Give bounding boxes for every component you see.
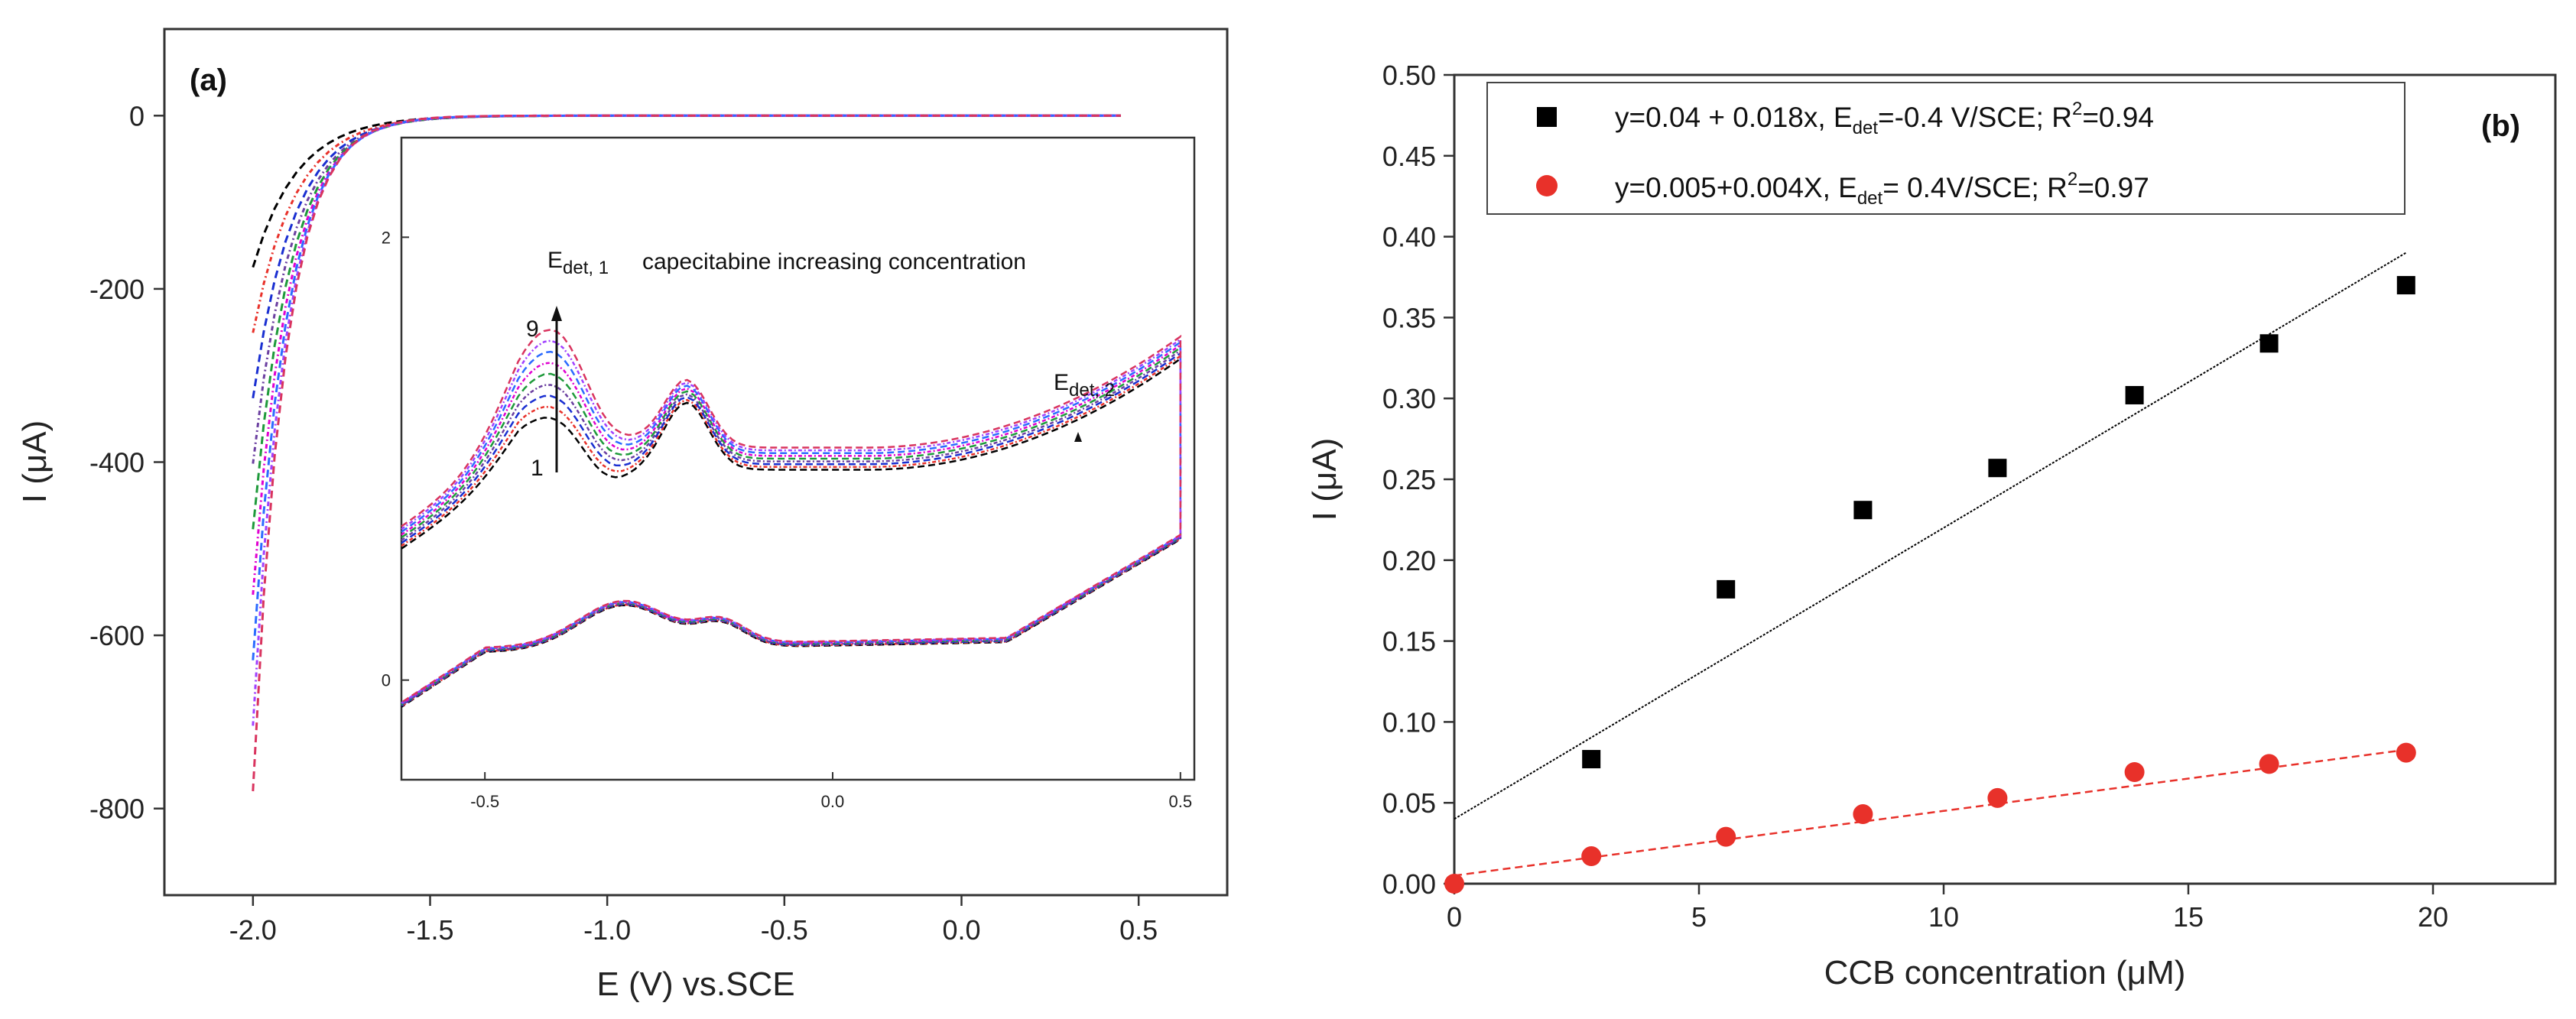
panel-a-label: (a)	[190, 63, 227, 97]
panel-b-y-tick-label: 0.40	[1382, 222, 1436, 253]
panel-b-fit-lines	[1454, 252, 2407, 877]
data-point-square	[1853, 501, 1873, 520]
panel-b-y-axis: 0.00 0.05 0.10 0.15 0.20 0.25 0.30 0.35 0.40 0.45…	[1382, 60, 1454, 900]
panel-b-y-tick-label: 0.00	[1382, 868, 1436, 900]
panel-b-y-tick-label: 0.20	[1382, 545, 1436, 576]
cv-curve-9	[252, 114, 1121, 792]
panel-b-x-tick-label: 0	[1447, 901, 1462, 933]
inset-y-tick-label: 0	[382, 671, 391, 690]
panel-a-x-axis: -2.0 -1.5 -1.0 -0.5 0.0 0.5	[229, 895, 1158, 946]
data-point-square	[1988, 459, 2007, 478]
fit-line-series-1	[1454, 252, 2407, 820]
panel-a-y-tick-label: -600	[89, 620, 145, 651]
inset-annotation: capecitabine increasing concentration	[642, 249, 1026, 274]
panel-a-x-tick-label: -2.0	[229, 914, 277, 946]
inset-x-tick-label: 0.5	[1169, 792, 1193, 811]
panel-b-y-tick-label: 0.45	[1382, 141, 1436, 172]
panel-b-y-tick-label: 0.50	[1382, 60, 1436, 91]
panel-a-x-tick-label: 0.0	[942, 914, 980, 946]
inset-x-tick-label: 0.0	[821, 792, 845, 811]
panel-b-y-tick-label: 0.25	[1382, 464, 1436, 495]
panel-b-label: (b)	[2481, 109, 2520, 143]
concentration-arrow-head	[551, 306, 562, 321]
edet2-marker	[1074, 432, 1082, 442]
panel-b-x-tick-label: 20	[2418, 901, 2448, 933]
legend-marker-square	[1537, 107, 1557, 127]
edet2-label: Edet, 2	[1054, 370, 1115, 401]
data-point-circle	[2124, 761, 2145, 782]
panel-b-x-tick-label: 10	[1928, 901, 1959, 933]
data-point-circle	[1444, 874, 1464, 894]
fit-line-series-2	[1454, 748, 2406, 877]
panel-a-curves	[252, 114, 1121, 792]
cv-curve-7	[252, 114, 1121, 660]
panel-b-x-axis-title: CCB concentration (μM)	[1824, 954, 2186, 991]
edet1-label: Edet, 1	[547, 248, 609, 278]
inset-curves	[401, 329, 1182, 708]
legend-entry-2: y=0.005+0.004X, Edet= 0.4V/SCE; R2=0.97	[1615, 169, 2149, 209]
legend-marker-circle	[1536, 175, 1558, 196]
data-point-square	[1582, 750, 1601, 769]
panel-b-chart: 0.00 0.05 0.10 0.15 0.20 0.25 0.30 0.35 0.40 0.45…	[1306, 60, 2557, 991]
panel-b-points	[1444, 276, 2416, 894]
inset-frame	[400, 136, 1196, 781]
panel-a-y-axis-title: I (μA)	[16, 420, 54, 503]
panel-b-x-tick-label: 5	[1691, 901, 1707, 933]
data-point-circle	[2259, 754, 2279, 774]
panel-a-x-tick-label: -0.5	[761, 914, 808, 946]
inset-cv-curve-6	[401, 342, 1182, 706]
panel-a-y-tick-label: -400	[89, 447, 145, 479]
panel-b-y-axis-title: I (μA)	[1306, 438, 1343, 521]
panel-a-y-tick-label: 0	[129, 100, 145, 131]
panel-a-inset: -0.5 0.0 0.5 0 2 9 1 Edet, 1 capecitabine in…	[382, 136, 1196, 811]
data-point-circle	[1853, 804, 1873, 825]
panel-a-x-tick-label: -1.5	[406, 914, 453, 946]
panel-a-x-axis-title: E (V) vs.SCE	[596, 965, 794, 1003]
panel-a-y-tick-label: -200	[89, 274, 145, 305]
panel-b-x-axis: 0 5 10 15 20	[1447, 884, 2448, 933]
legend-box	[1486, 82, 2405, 215]
legend-entry-1: y=0.04 + 0.018x, Edet=-0.4 V/SCE; R2=0.9…	[1615, 99, 2154, 138]
panel-b-x-tick-label: 15	[2173, 901, 2204, 933]
data-point-circle	[2396, 742, 2416, 763]
panel-b-legend: y=0.04 + 0.018x, Edet=-0.4 V/SCE; R2=0.9…	[1486, 82, 2405, 215]
curve-label-9: 9	[526, 316, 539, 342]
panel-b-y-tick-label: 0.05	[1382, 787, 1436, 819]
panel-b-y-tick-label: 0.35	[1382, 302, 1436, 333]
panel-a-y-tick-label: -800	[89, 793, 145, 825]
data-point-circle	[1987, 787, 2008, 808]
inset-axes: -0.5 0.0 0.5 0 2	[382, 228, 1192, 811]
panel-a-y-axis: 0 -200 -400 -600 -800	[89, 100, 164, 825]
curve-label-1: 1	[531, 456, 544, 481]
data-point-circle	[1716, 826, 1736, 847]
panel-b-y-tick-label: 0.10	[1382, 706, 1436, 738]
inset-cv-curve-2	[401, 354, 1182, 708]
panel-a-x-tick-label: -1.0	[583, 914, 631, 946]
inset-cv-curve-8	[401, 337, 1182, 704]
inset-x-tick-label: -0.5	[470, 792, 499, 811]
inset-y-tick-label: 2	[382, 228, 391, 247]
panel-b-y-tick-label: 0.15	[1382, 626, 1436, 657]
inset-cv-curve-3	[401, 351, 1182, 707]
data-point-square	[2259, 334, 2279, 353]
panel-a-chart: 0 -200 -400 -600 -800 -2.0 -1.5 -1.0 -0.5 0.0 0.5…	[16, 28, 1229, 1003]
data-point-square	[1717, 579, 1736, 599]
data-point-square	[2125, 385, 2144, 404]
panel-a-x-tick-label: 0.5	[1119, 914, 1158, 946]
inset-cv-curve-5	[401, 346, 1182, 706]
data-point-square	[2396, 276, 2415, 295]
panel-b-y-tick-label: 0.30	[1382, 383, 1436, 414]
data-point-circle	[1581, 846, 1602, 867]
